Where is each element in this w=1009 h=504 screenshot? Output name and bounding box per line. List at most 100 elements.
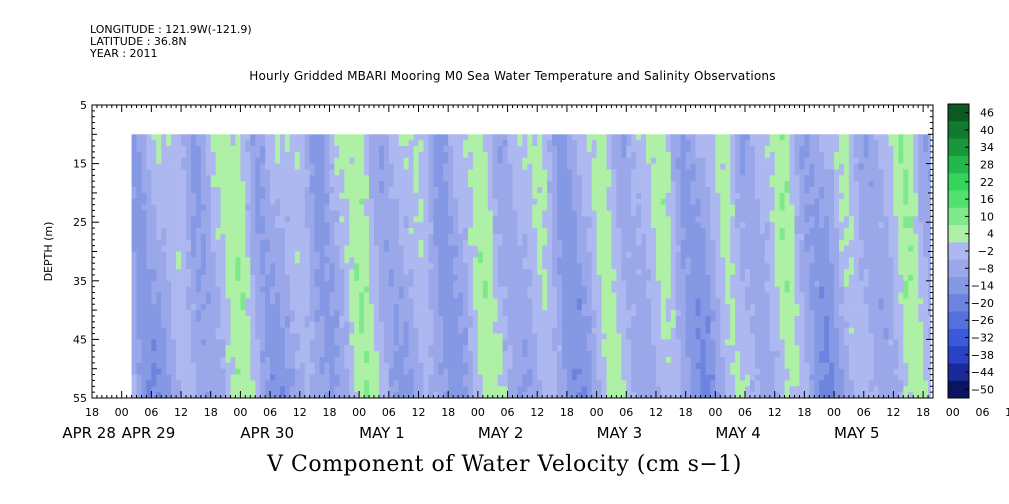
heatmap-cell [359, 315, 365, 323]
heatmap-cell [398, 310, 405, 317]
heatmap-cell [458, 374, 464, 381]
heatmap-cell [275, 351, 281, 358]
heatmap-cell [185, 140, 192, 147]
heatmap-cell [482, 304, 489, 311]
heatmap-cell [443, 321, 449, 329]
heatmap-cell [131, 263, 137, 270]
heatmap-cell [205, 321, 212, 329]
heatmap-cell [433, 362, 439, 370]
heatmap-cell [309, 274, 315, 282]
heatmap-cell [566, 315, 573, 323]
heatmap-cell [428, 187, 434, 194]
heatmap-cell [171, 286, 177, 293]
heatmap-cell [552, 298, 558, 305]
heatmap-cell [458, 163, 464, 170]
heatmap-cell [304, 151, 311, 159]
heatmap-cell [176, 269, 182, 276]
heatmap-cell [477, 392, 484, 399]
heatmap-cell [156, 175, 162, 182]
heatmap-cell [250, 386, 256, 393]
heatmap-cell [255, 163, 261, 170]
heatmap-cell [344, 356, 350, 364]
heatmap-cell [373, 187, 380, 194]
heatmap-cell [542, 192, 548, 200]
heatmap-cell [537, 315, 543, 323]
heatmap-cell [497, 315, 503, 323]
heatmap-cell [433, 356, 439, 364]
heatmap-cell [151, 362, 157, 370]
heatmap-cell [542, 175, 548, 182]
heatmap-cell [576, 286, 583, 293]
heatmap-cell [458, 292, 464, 299]
heatmap-cell [433, 181, 439, 188]
heatmap-cell [482, 374, 489, 381]
heatmap-cell [522, 339, 528, 346]
heatmap-cell [443, 362, 449, 370]
heatmap-cell [210, 169, 217, 176]
heatmap-cell [537, 345, 543, 352]
heatmap-cell [542, 163, 548, 170]
heatmap-cell [571, 304, 578, 311]
heatmap-cell [596, 263, 602, 270]
heatmap-cell [230, 263, 236, 270]
heatmap-cell [265, 187, 271, 194]
heatmap-cell [482, 345, 489, 352]
heatmap-cell [156, 216, 162, 223]
heatmap-cell [210, 239, 217, 246]
heatmap-cell [497, 274, 503, 282]
heatmap-cell [611, 134, 617, 141]
heatmap-cell [364, 321, 370, 329]
heatmap-cell [606, 380, 612, 387]
heatmap-cell [641, 356, 647, 364]
heatmap-cell [665, 392, 672, 399]
heatmap-cell [220, 368, 226, 375]
heatmap-cell [438, 251, 444, 258]
heatmap-cell [458, 345, 464, 352]
heatmap-cell [433, 175, 439, 182]
heatmap-cell [240, 134, 246, 141]
heatmap-cell [675, 386, 682, 393]
heatmap-cell [329, 222, 335, 229]
heatmap-cell [378, 327, 385, 334]
heatmap-cell [601, 286, 607, 293]
heatmap-cell [195, 157, 202, 164]
heatmap-cell [557, 298, 563, 305]
heatmap-cell [641, 304, 647, 311]
heatmap-cell [527, 222, 533, 229]
heatmap-cell [151, 198, 157, 205]
heatmap-cell [398, 362, 405, 370]
heatmap-cell [373, 310, 380, 317]
heatmap-cell [215, 356, 221, 364]
heatmap-cell [284, 251, 291, 258]
heatmap-cell [591, 339, 597, 346]
heatmap-cell [329, 192, 335, 200]
heatmap-cell [383, 315, 390, 323]
heatmap-cell [448, 356, 454, 364]
heatmap-cell [670, 380, 677, 387]
heatmap-cell [240, 304, 246, 311]
heatmap-cell [176, 187, 182, 194]
heatmap-cell [369, 351, 375, 358]
heatmap-cell [596, 222, 602, 229]
heatmap-cell [275, 280, 281, 288]
heatmap-cell [532, 169, 538, 176]
heatmap-cell [547, 274, 553, 282]
heatmap-cell [141, 321, 147, 329]
heatmap-cell [220, 198, 226, 205]
heatmap-cell [581, 310, 588, 317]
heatmap-cell [557, 327, 563, 334]
heatmap-cell [586, 181, 593, 188]
heatmap-cell [230, 356, 236, 364]
heatmap-cell [383, 351, 390, 358]
heatmap-cell [665, 356, 672, 364]
heatmap-cell [517, 263, 523, 270]
heatmap-cell [260, 181, 266, 188]
heatmap-cell [428, 210, 434, 217]
heatmap-cell [463, 374, 469, 381]
heatmap-cell [289, 362, 296, 370]
heatmap-cell [181, 169, 187, 176]
heatmap-cell [250, 140, 256, 147]
heatmap-cell [265, 257, 271, 264]
heatmap-cell [463, 169, 469, 176]
heatmap-cell [547, 321, 553, 329]
